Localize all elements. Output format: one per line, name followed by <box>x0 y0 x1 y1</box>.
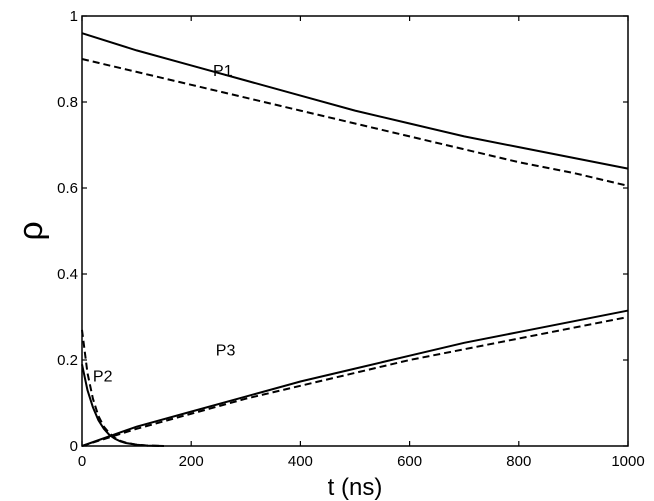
y-tick-label-0.4: 0.4 <box>57 266 78 283</box>
y-tick-label-0: 0 <box>70 438 78 455</box>
y-tick-label-1: 1 <box>70 8 78 25</box>
x-tick-label-600: 600 <box>397 453 422 470</box>
series-line-2-dashed <box>81 58 629 187</box>
x-tick-label-1000: 1000 <box>611 453 644 470</box>
x-tick-label-800: 800 <box>506 453 531 470</box>
series-line-1-solid <box>81 32 629 170</box>
x-tick-label-200: 200 <box>179 453 204 470</box>
y-axis-label: ρ <box>12 221 50 240</box>
y-tick-label-0.8: 0.8 <box>57 94 78 111</box>
series-layer <box>81 32 629 447</box>
series-line-4-dashed <box>81 329 164 447</box>
series-line-6-dashed <box>81 316 629 447</box>
annotation-p2: P2 <box>93 369 113 386</box>
series-line-5-solid <box>81 309 629 447</box>
x-tick-label-0: 0 <box>78 453 86 470</box>
y-tick-label-0.2: 0.2 <box>57 352 78 369</box>
annotation-p1: P1 <box>213 63 233 80</box>
plot-area-frame <box>81 15 629 447</box>
annotation-p3: P3 <box>216 343 236 360</box>
ticks-layer <box>81 15 629 447</box>
y-tick-label-0.6: 0.6 <box>57 180 78 197</box>
x-axis-label: t (ns) <box>328 474 383 501</box>
annotation-layer: P1 P2 P3 <box>93 63 236 385</box>
x-tick-label-400: 400 <box>288 453 313 470</box>
tick-labels-layer: 0 200 400 600 800 1000 0 0.2 0.4 0.6 0.8 1 <box>57 8 645 470</box>
